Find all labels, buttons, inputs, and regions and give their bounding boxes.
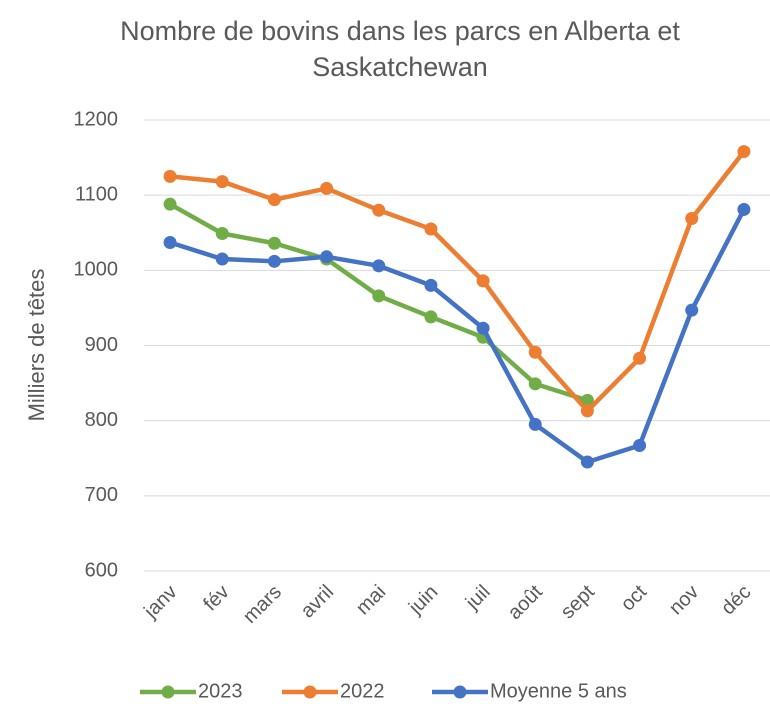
y-tick-label: 1100 bbox=[75, 183, 118, 205]
x-tick-label: août bbox=[504, 581, 547, 624]
legend-label: 2022 bbox=[340, 680, 385, 702]
y-axis-label: Milliers de têtes bbox=[24, 269, 49, 422]
y-tick-label: 800 bbox=[85, 409, 118, 431]
data-point bbox=[737, 145, 751, 159]
x-tick-label: oct bbox=[617, 581, 652, 616]
data-point bbox=[580, 455, 594, 469]
chart-title: Nombre de bovins dans les parcs en Alber… bbox=[120, 16, 680, 82]
data-point bbox=[320, 250, 334, 264]
data-point bbox=[163, 236, 177, 250]
data-point bbox=[163, 197, 177, 211]
x-tick-label: mars bbox=[239, 581, 286, 628]
series-line bbox=[169, 208, 746, 465]
data-point bbox=[372, 259, 386, 273]
x-tick-label: déc bbox=[717, 581, 755, 619]
legend-label: Moyenne 5 ans bbox=[490, 680, 627, 702]
data-point bbox=[267, 236, 281, 250]
y-tick-label: 900 bbox=[85, 334, 118, 356]
x-tick-label: fév bbox=[199, 581, 233, 615]
data-point bbox=[528, 377, 542, 391]
data-point bbox=[215, 252, 229, 266]
x-tick-label: mai bbox=[352, 581, 390, 619]
data-point bbox=[215, 227, 229, 241]
data-point bbox=[633, 351, 647, 365]
data-point bbox=[476, 274, 490, 288]
y-tick-label: 1200 bbox=[74, 108, 119, 130]
data-point bbox=[580, 393, 594, 407]
legend-marker bbox=[161, 685, 175, 699]
legend-item: 2022 bbox=[282, 680, 385, 702]
x-tick-label: juin bbox=[404, 581, 442, 619]
data-point bbox=[476, 321, 490, 335]
data-point bbox=[163, 169, 177, 183]
x-tick-label: nov bbox=[665, 581, 703, 619]
legend-item: 2023 bbox=[140, 680, 243, 702]
data-point bbox=[424, 310, 438, 324]
data-point bbox=[372, 203, 386, 217]
data-point bbox=[737, 202, 751, 216]
data-point bbox=[685, 211, 699, 225]
y-tick-label: 600 bbox=[85, 559, 118, 581]
legend-marker bbox=[303, 685, 317, 699]
data-point bbox=[633, 438, 647, 452]
legend-item: Moyenne 5 ans bbox=[432, 680, 627, 702]
data-point bbox=[528, 417, 542, 431]
data-point bbox=[267, 193, 281, 207]
data-point bbox=[685, 303, 699, 317]
legend-label: 2023 bbox=[198, 680, 243, 702]
x-tick-label: juil bbox=[461, 581, 495, 615]
y-tick-label: 700 bbox=[85, 484, 118, 506]
data-point bbox=[320, 181, 334, 195]
data-point bbox=[424, 222, 438, 236]
data-point bbox=[528, 345, 542, 359]
data-point bbox=[580, 404, 594, 418]
x-tick-label: sept bbox=[557, 581, 600, 624]
data-point bbox=[372, 289, 386, 303]
x-tick-label: janv bbox=[139, 581, 181, 623]
y-tick-label: 1000 bbox=[74, 259, 119, 281]
data-point bbox=[215, 175, 229, 189]
data-point bbox=[424, 278, 438, 292]
x-tick-label: avril bbox=[297, 581, 338, 622]
series-line bbox=[169, 150, 746, 414]
legend-marker bbox=[453, 685, 467, 699]
data-point bbox=[267, 254, 281, 268]
